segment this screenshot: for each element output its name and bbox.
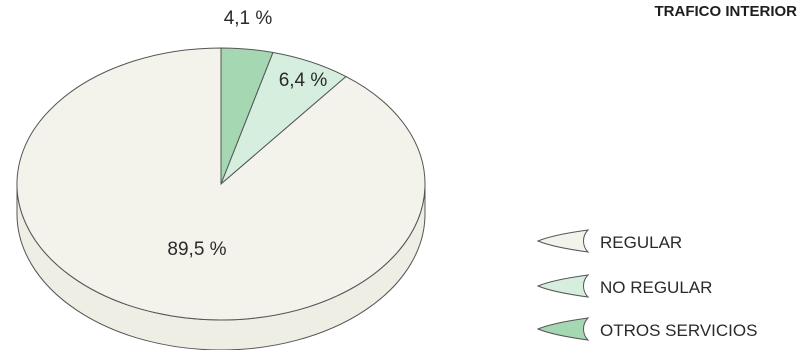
legend-swatch-regular — [536, 229, 590, 253]
legend-swatch-otros-servicios — [536, 317, 590, 341]
slice-label-regular: 89,5 % — [167, 239, 226, 260]
slice-label-otros-servicios: 4,1 % — [224, 8, 273, 29]
legend-label-regular: REGULAR — [600, 233, 682, 252]
legend-item-no-regular: NO REGULAR — [536, 274, 712, 298]
slice-label-no-regular: 6,4 % — [279, 70, 328, 91]
legend-item-regular: REGULAR — [536, 229, 682, 253]
pie-labels: 4,1 % 6,4 % 89,5 % — [167, 8, 327, 260]
legend-item-otros-servicios: OTROS SERVICIOS — [536, 317, 757, 341]
chart-title: TRAFICO INTERIOR — [655, 3, 798, 20]
pie-slices — [16, 47, 426, 321]
legend-label-no-regular: NO REGULAR — [600, 278, 712, 297]
legend: REGULAR NO REGULAR OTROS SERVICIOS — [536, 229, 757, 341]
legend-swatch-no-regular — [536, 274, 590, 298]
pie-slice-regular — [16, 47, 426, 321]
legend-label-otros-servicios: OTROS SERVICIOS — [600, 321, 757, 340]
